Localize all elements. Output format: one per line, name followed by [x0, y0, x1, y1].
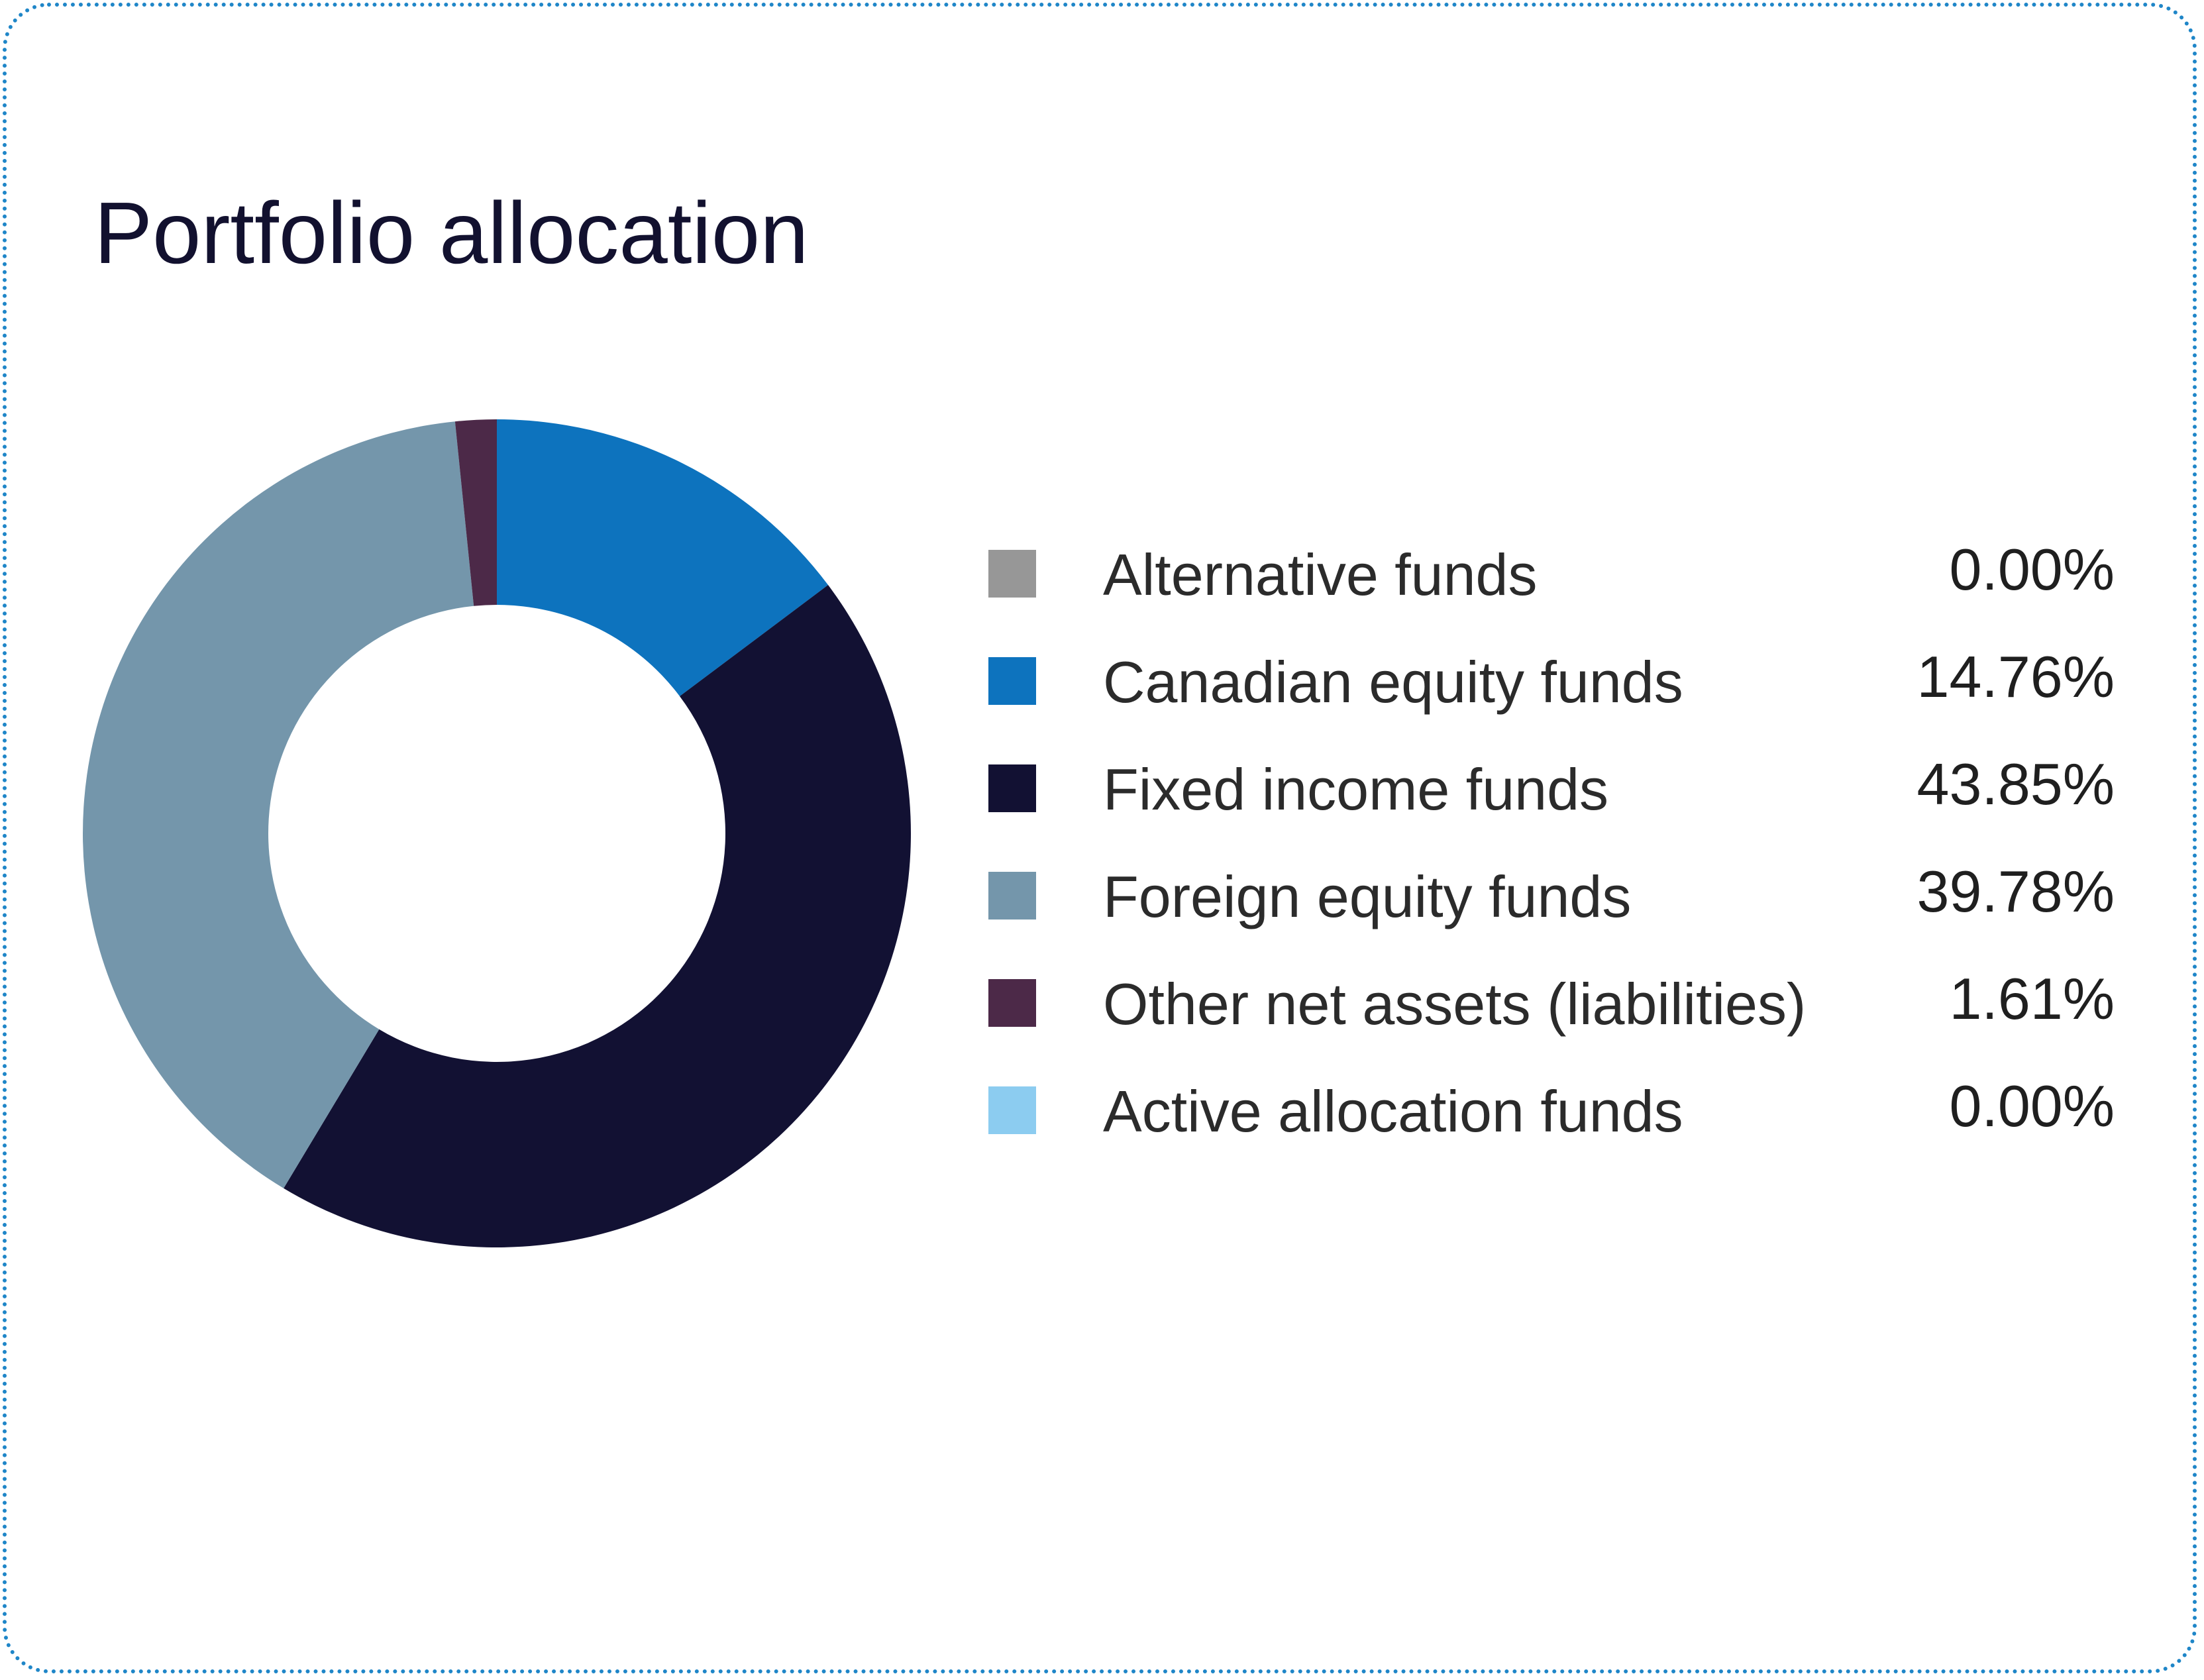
legend-value: 14.76%: [1916, 644, 2115, 709]
legend-item: Active allocation funds 0.00%: [988, 1067, 2115, 1174]
legend-label: Active allocation funds: [1103, 1078, 1683, 1144]
donut-slice-1: [497, 419, 829, 697]
legend-value: 0.00%: [1949, 1073, 2115, 1139]
legend-value: 1.61%: [1949, 966, 2115, 1031]
legend-item: Other net assets (liabilities) 1.61%: [988, 959, 2115, 1067]
legend-item: Foreign equity funds 39.78%: [988, 852, 2115, 959]
chart-legend: Alternative funds 0.00% Canadian equity …: [988, 530, 2115, 1174]
legend-label: Alternative funds: [1103, 542, 1538, 607]
legend-label: Other net assets (liabilities): [1103, 971, 1807, 1037]
legend-label: Fixed income funds: [1103, 757, 1609, 822]
legend-swatch: [988, 657, 1036, 705]
legend-value: 43.85%: [1916, 751, 2115, 817]
legend-value: 39.78%: [1916, 859, 2115, 924]
legend-swatch: [988, 550, 1036, 598]
legend-swatch: [988, 979, 1036, 1027]
chart-title: Portfolio allocation: [94, 184, 809, 282]
legend-swatch: [988, 872, 1036, 919]
legend-swatch: [988, 1086, 1036, 1134]
legend-item: Alternative funds 0.00%: [988, 530, 2115, 637]
legend-label: Foreign equity funds: [1103, 864, 1632, 929]
chart-card: Portfolio allocation Alternative funds 0…: [3, 3, 2197, 1673]
donut-chart: [83, 419, 911, 1247]
legend-item: Canadian equity funds 14.76%: [988, 637, 2115, 745]
legend-label: Canadian equity funds: [1103, 649, 1683, 715]
donut-slice-2: [284, 585, 911, 1247]
legend-value: 0.00%: [1949, 537, 2115, 602]
donut-slice-3: [83, 421, 474, 1188]
legend-item: Fixed income funds 43.85%: [988, 745, 2115, 852]
legend-swatch: [988, 764, 1036, 812]
donut-slice-4: [454, 419, 497, 606]
